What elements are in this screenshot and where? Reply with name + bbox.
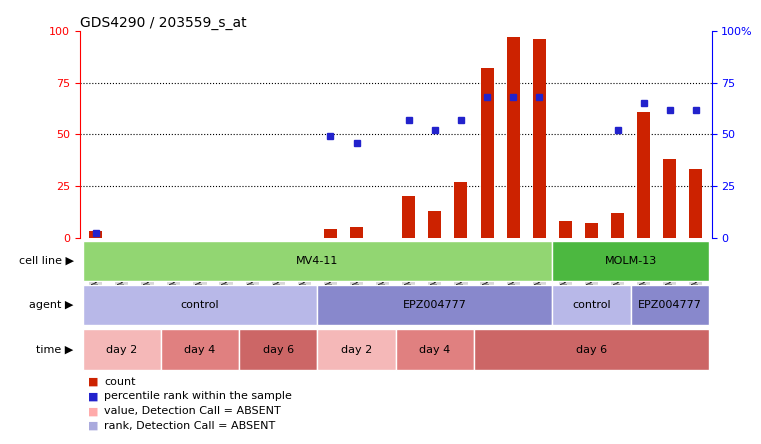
Bar [689,170,702,238]
Bar [82,285,317,325]
Text: GDS4290 / 203559_s_at: GDS4290 / 203559_s_at [80,16,247,30]
Text: day 4: day 4 [184,345,215,355]
Bar [507,37,520,238]
Text: cell line ▶: cell line ▶ [18,256,74,266]
Bar [428,211,441,238]
Bar [396,329,474,370]
Bar [324,229,337,238]
Bar [664,159,677,238]
Text: day 2: day 2 [106,345,137,355]
Bar [552,241,709,281]
Text: value, Detection Call = ABSENT: value, Detection Call = ABSENT [104,406,281,416]
Bar [611,213,624,238]
Bar [350,227,363,238]
Text: agent ▶: agent ▶ [29,300,74,310]
Bar [480,68,494,238]
Text: day 4: day 4 [419,345,451,355]
Bar [239,329,317,370]
Bar [631,285,709,325]
Bar [89,231,102,238]
Text: MOLM-13: MOLM-13 [604,256,657,266]
Text: count: count [104,377,135,387]
Text: time ▶: time ▶ [37,345,74,355]
Bar [559,221,572,238]
Text: ■: ■ [88,377,98,387]
Text: control: control [572,300,611,310]
Text: day 6: day 6 [576,345,607,355]
Bar [317,285,552,325]
Bar [454,182,467,238]
Text: EPZ004777: EPZ004777 [403,300,466,310]
Bar [474,329,709,370]
Bar [552,285,631,325]
Text: control: control [180,300,219,310]
Text: day 6: day 6 [263,345,294,355]
Text: ■: ■ [88,421,98,431]
Text: EPZ004777: EPZ004777 [638,300,702,310]
Bar [533,40,546,238]
Bar [317,329,396,370]
Text: day 2: day 2 [341,345,372,355]
Bar [585,223,598,238]
Bar [82,241,552,281]
Bar [82,329,161,370]
Bar [403,196,416,238]
Text: MV4-11: MV4-11 [296,256,339,266]
Text: rank, Detection Call = ABSENT: rank, Detection Call = ABSENT [104,421,275,431]
Bar [637,111,650,238]
Text: percentile rank within the sample: percentile rank within the sample [104,392,292,401]
Bar [161,329,239,370]
Text: ■: ■ [88,406,98,416]
Text: ■: ■ [88,392,98,401]
